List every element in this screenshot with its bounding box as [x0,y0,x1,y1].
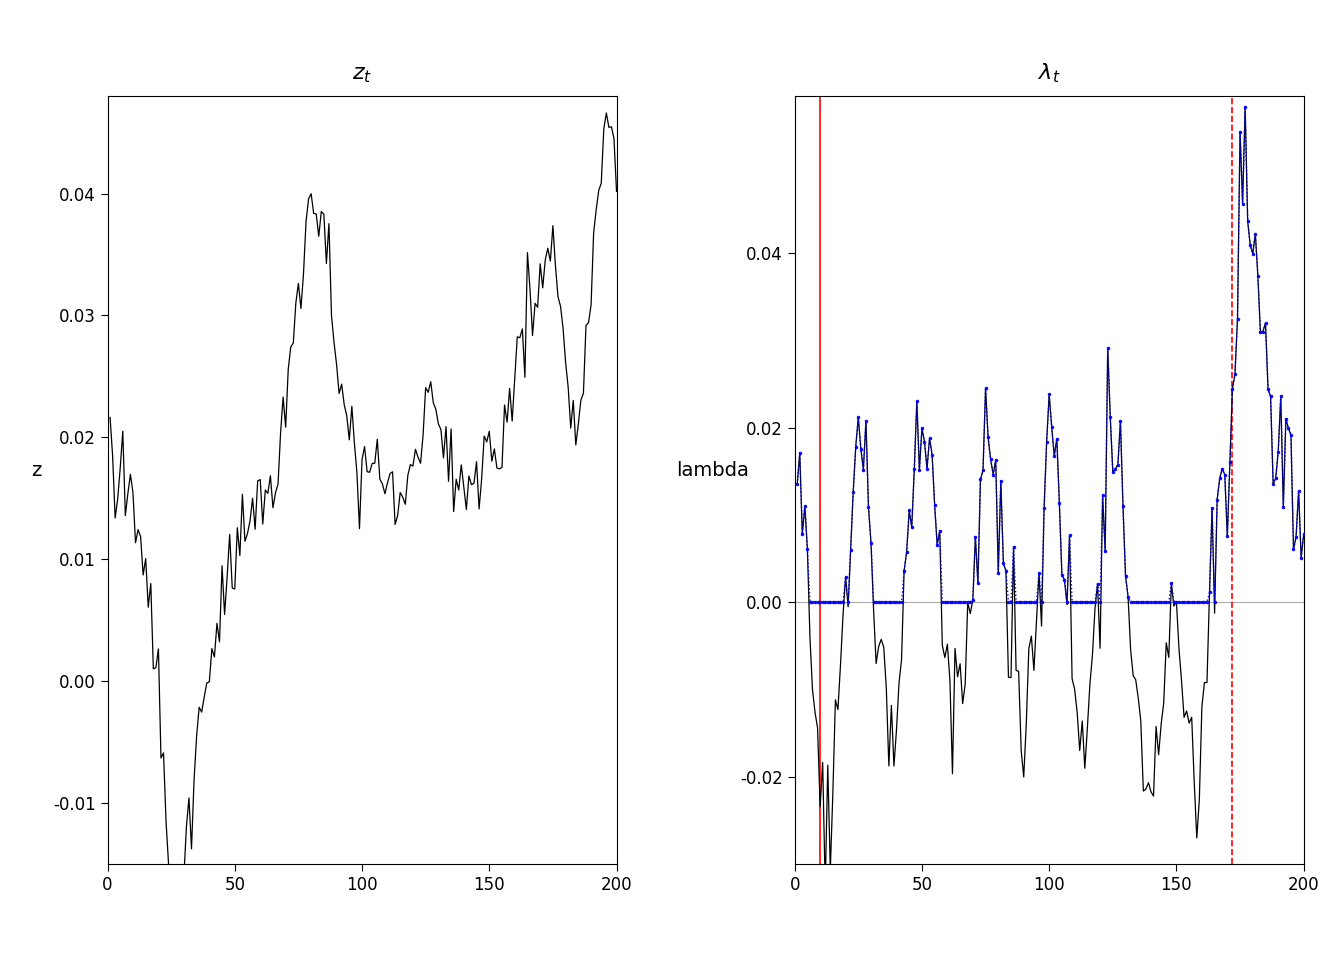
Y-axis label: lambda: lambda [676,461,749,480]
Title: $z_t$: $z_t$ [352,65,372,84]
Y-axis label: z: z [31,461,42,480]
Title: $\lambda_t$: $\lambda_t$ [1038,61,1060,84]
